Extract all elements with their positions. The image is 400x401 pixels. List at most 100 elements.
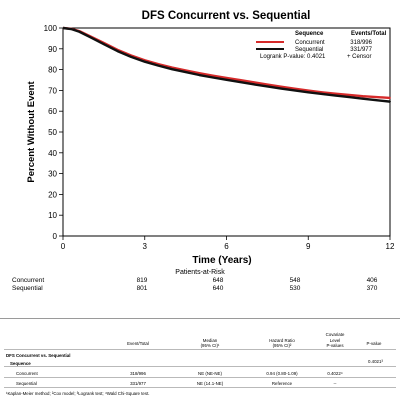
y-axis-ticks: 0 10 20 30 40 50 60 70 80 90 100 [44,24,63,241]
series-point-sequential [320,93,323,95]
series-point-sequential [307,91,310,94]
series-point-sequential [102,43,105,46]
series-point-concurrent [389,96,391,99]
risk-value: 819 [136,277,148,284]
y-axis-label: Percent Without Event [26,81,37,183]
x-tick-label: 3 [143,242,148,251]
risk-row-sequential: Sequential 801 640 530 370 [0,285,400,293]
series-point-concurrent [252,81,255,84]
series-point-sequential [171,68,173,71]
y-tick-label: 50 [48,128,57,137]
series-point-sequential [225,78,228,81]
y-tick-label: 60 [48,107,57,116]
stats-header-pvalue: P-value [366,341,382,346]
series-point-sequential [116,50,119,52]
legend-header-sequence: Sequence [295,31,324,37]
series-point-concurrent [334,92,337,95]
stats-row-label: Concurrent [16,371,38,376]
x-axis-ticks: 0 3 6 9 12 [61,236,395,251]
stats-section-title: DFS Concurrent vs. Sequential [6,353,71,358]
stats-header-median-ci: (95% CI)¹ [200,343,220,348]
stats-header-covariate: Covariate [325,332,345,337]
series-point-concurrent [211,74,214,77]
series-point-sequential [143,60,146,63]
risk-row-concurrent: Concurrent 819 648 548 406 [0,277,400,285]
stats-row-median: NE (NE-NE) [198,371,222,376]
x-tick-label: 12 [386,242,395,251]
legend-events-concurrent: 318/996 [350,40,372,46]
series-point-sequential [389,100,391,103]
stats-header-hr-ci: (95% CI)² [272,343,292,348]
stats-group-label: Sequence [10,361,31,366]
series-point-sequential [361,97,364,100]
series-point-sequential [239,81,242,83]
stats-header-hr: Hazard Ratio [269,338,295,343]
x-tick-label: 9 [306,242,311,251]
series-point-concurrent [361,95,364,98]
stats-header-median: Median [202,338,218,343]
series-point-sequential [211,76,214,79]
series-point-sequential [375,99,378,102]
series-point-concurrent [225,77,228,79]
series-line-sequential [62,26,391,103]
stats-table: Event/Total Median (95% CI)¹ Hazard Rati… [0,318,400,401]
chart-title: DFS Concurrent vs. Sequential [142,10,311,22]
stats-header-level: Level [329,338,341,343]
risk-value: 548 [289,277,301,284]
series-point-sequential [334,94,337,97]
x-tick-label: 0 [61,242,66,251]
y-tick-label: 0 [53,232,58,241]
stats-header-pvalues: P-values [326,343,344,348]
stats-row-label: Sequential [16,381,37,386]
legend-censor: + Censor [347,54,372,60]
stats-row-median: NE (14.1-NE) [196,381,224,386]
risk-value: 406 [366,277,378,284]
series-point-sequential [252,83,255,86]
risk-value: 801 [136,285,148,292]
legend-label-sequential: Sequential [295,47,323,53]
series-point-sequential [293,89,296,92]
stats-row-events: 318/996 [130,371,146,376]
y-tick-label: 10 [48,211,57,220]
stats-row-rule [4,387,396,388]
y-tick-label: 20 [48,190,57,199]
x-axis-label: Time (Years) [192,255,251,266]
y-tick-label: 100 [44,24,58,33]
series-point-concurrent [375,96,378,98]
stats-row-hr: 0.94 (0.80-1.09) [266,371,298,376]
stats-group-pvalue: 0.4021³ [368,359,383,364]
risk-row-label: Concurrent [12,277,45,284]
stats-footnote: ¹Kaplan-Meier method; ²Cox model; ³Logra… [6,391,150,396]
legend-label-concurrent: Concurrent [295,40,325,46]
series-point-sequential [130,56,133,58]
y-tick-label: 80 [48,66,57,75]
y-tick-label: 70 [48,86,57,95]
series-point-sequential [348,96,351,98]
series-point-sequential [266,85,269,88]
series-point-sequential [198,74,201,76]
stats-row-covariate: -- [333,381,337,386]
y-tick-label: 90 [48,45,57,54]
stats-row-covariate: 0.4022⁴ [327,371,343,376]
risk-value: 370 [366,285,378,292]
plot-frame [62,27,391,237]
risk-value: 530 [289,285,301,292]
series-point-concurrent [198,72,201,75]
risk-row-label: Sequential [12,285,43,292]
stats-header-events: Event/Total [127,341,149,346]
series-point-concurrent [348,94,351,96]
series-layer [62,26,391,103]
legend-logrank: Logrank P-value: 0.4021 [260,54,326,60]
stats-row-rule [4,377,396,378]
km-chart: DFS Concurrent vs. Sequential Percent Wi… [26,10,395,266]
series-point-sequential [70,28,73,30]
risk-table-title: Patients-at-Risk [175,269,225,276]
series-point-sequential [280,87,282,90]
series-point-sequential [157,64,160,67]
stats-row-events: 331/977 [130,381,146,386]
legend-events-sequential: 331/977 [350,47,372,53]
y-tick-label: 40 [48,149,57,158]
risk-value: 640 [212,285,224,292]
series-point-concurrent [266,83,269,86]
series-point-concurrent [280,85,282,88]
